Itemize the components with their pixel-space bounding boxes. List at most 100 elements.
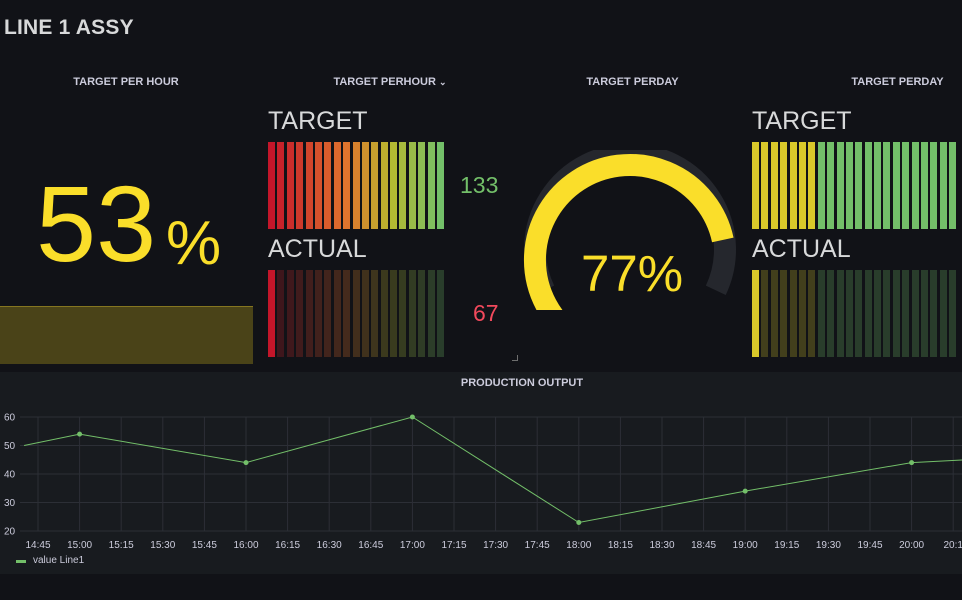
x-tick-label: 18:00	[566, 540, 591, 551]
bar-cell	[380, 142, 388, 229]
bar-cell	[427, 270, 435, 357]
gauge-fill	[523, 153, 734, 310]
bar-cell	[305, 142, 313, 229]
x-tick-label: 19:30	[816, 540, 841, 551]
bar-cell	[437, 142, 445, 229]
legend-label-line1[interactable]: value Line1	[33, 555, 85, 566]
bar-cell	[268, 270, 275, 357]
y-tick-label: 40	[4, 470, 16, 481]
bar-cell	[892, 270, 900, 357]
bar-cell	[808, 142, 816, 229]
target-bar-gauge	[268, 142, 445, 229]
panel-title-target-perday-2[interactable]: TARGET PERDAY	[851, 76, 944, 88]
data-point[interactable]	[576, 520, 582, 525]
y-tick-label: 20	[4, 527, 16, 538]
x-tick-label: 14:45	[25, 540, 50, 551]
actual-perday-bar-gauge	[752, 270, 957, 357]
bar-cell	[845, 270, 853, 357]
bar-cell	[789, 270, 797, 357]
bar-cell	[286, 270, 294, 357]
bar-cell	[380, 270, 388, 357]
x-tick-label: 16:45	[358, 540, 383, 551]
bar-cell	[390, 142, 398, 229]
bar-cell	[845, 142, 853, 229]
bar-cell	[324, 270, 332, 357]
data-point[interactable]	[243, 460, 249, 466]
target-perday-bar-gauge	[752, 142, 957, 229]
bar-cell	[780, 142, 788, 229]
target-perday-value: 77%	[581, 247, 683, 301]
bar-cell	[437, 270, 445, 357]
bar-cell	[343, 142, 351, 229]
x-tick-label: 19:45	[857, 540, 882, 551]
data-point[interactable]	[77, 431, 83, 437]
bar-cell	[277, 142, 285, 229]
x-tick-label: 16:15	[275, 540, 300, 551]
bar-cell	[333, 142, 341, 229]
bar-cell	[864, 270, 872, 357]
bar-cell	[352, 142, 360, 229]
bar-cell	[883, 270, 891, 357]
bar-cell	[427, 142, 435, 229]
bar-cell	[817, 142, 825, 229]
bar-cell	[752, 142, 759, 229]
bar-cell	[911, 270, 919, 357]
target-value: 133	[460, 172, 499, 198]
target-per-hour-unit: %	[166, 209, 222, 278]
target-per-hour-sparkline-area	[0, 306, 253, 364]
bar-cell	[949, 142, 957, 229]
target-per-hour-value: 53	[36, 163, 157, 284]
bar-cell	[399, 270, 407, 357]
bar-cell	[798, 142, 806, 229]
panel-title-target-per-hour[interactable]: TARGET PER HOUR	[73, 76, 179, 88]
data-point[interactable]	[742, 488, 748, 494]
x-tick-label: 17:45	[525, 540, 550, 551]
x-tick-label: 19:00	[733, 540, 758, 551]
bar-cell	[770, 270, 778, 357]
x-tick-label: 17:00	[400, 540, 425, 551]
y-tick-label: 60	[4, 413, 16, 424]
panel-title-target-perday[interactable]: TARGET PERDAY	[586, 76, 679, 88]
bar-cell	[817, 270, 825, 357]
x-tick-label: 15:15	[109, 540, 134, 551]
bar-cell	[361, 142, 369, 229]
x-tick-label: 19:15	[774, 540, 799, 551]
bar-cell	[324, 142, 332, 229]
bar-cell	[361, 270, 369, 357]
bar-cell	[902, 142, 910, 229]
bar-cell	[855, 270, 863, 357]
x-tick-label: 20:1	[943, 540, 962, 551]
bar-cell	[371, 142, 379, 229]
bar-cell	[333, 270, 341, 357]
bar-cell	[911, 142, 919, 229]
legend-swatch-line1[interactable]	[16, 560, 26, 563]
x-tick-label: 15:00	[67, 540, 92, 551]
bar-cell	[789, 142, 797, 229]
bar-cell	[808, 270, 816, 357]
bar-cell	[268, 142, 275, 229]
x-tick-label: 15:30	[150, 540, 175, 551]
data-point[interactable]	[409, 414, 415, 420]
bar-cell	[418, 142, 426, 229]
actual-label-perday: ACTUAL	[752, 235, 851, 263]
target-perday-gauge	[523, 150, 736, 310]
resize-handle[interactable]	[512, 355, 518, 361]
panel-title-text: TARGET PERHOUR	[333, 76, 436, 88]
bar-cell	[305, 270, 313, 357]
y-tick-label: 50	[4, 441, 16, 452]
panel-title-production-output[interactable]: PRODUCTION OUTPUT	[460, 377, 584, 389]
bar-cell	[874, 270, 882, 357]
bar-cell	[761, 270, 769, 357]
panel-title-target-perhour[interactable]: TARGET PERHOUR ⌄	[320, 76, 460, 88]
bar-cell	[314, 270, 322, 357]
x-tick-label: 16:30	[317, 540, 342, 551]
data-point[interactable]	[909, 460, 915, 466]
bar-cell	[836, 270, 844, 357]
bar-cell	[921, 270, 929, 357]
target-label: TARGET	[268, 107, 368, 135]
x-tick-label: 20:00	[899, 540, 924, 551]
bar-cell	[883, 142, 891, 229]
y-tick-label: 30	[4, 498, 16, 509]
chevron-down-icon[interactable]: ⌄	[438, 77, 447, 87]
production-output-panel	[0, 372, 962, 574]
